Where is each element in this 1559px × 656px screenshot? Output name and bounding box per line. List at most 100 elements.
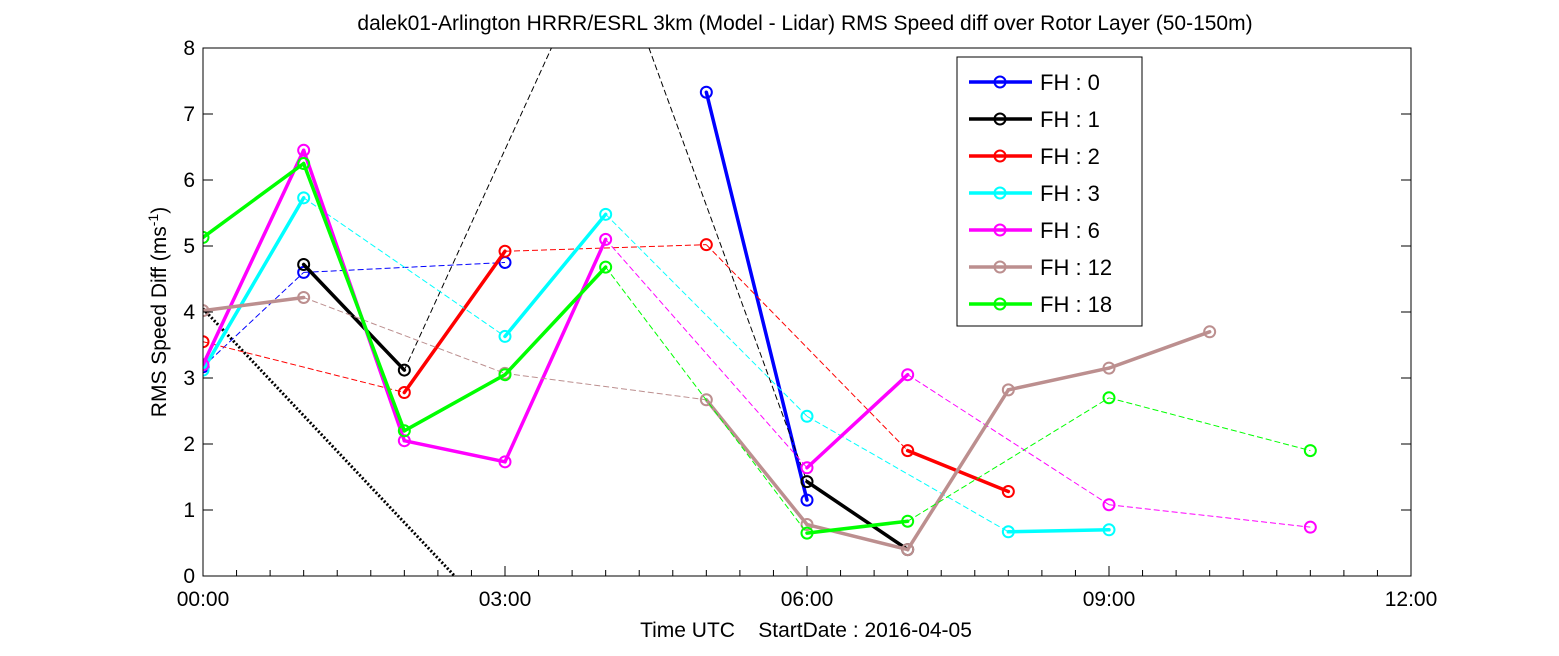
y-tick-label: 8	[183, 37, 195, 60]
x-axis-label: Time UTC StartDate : 2016-04-05	[640, 619, 972, 642]
legend-marker	[993, 260, 1007, 274]
series-marker	[1203, 325, 1217, 339]
series-marker	[800, 493, 814, 507]
series-marker	[699, 85, 713, 99]
series-marker	[1303, 520, 1317, 534]
series-5	[203, 290, 1217, 557]
legend-label: FH : 6	[1040, 218, 1100, 243]
series-dashed-segment	[303, 197, 506, 337]
legend-label: FH : 1	[1040, 107, 1100, 132]
series-dashed-segment	[1108, 504, 1311, 528]
series-dashed-segment	[1108, 397, 1311, 452]
series-marker	[800, 526, 814, 540]
series-marker	[397, 363, 411, 377]
series-marker	[203, 358, 210, 372]
series-marker	[800, 518, 814, 532]
series-marker	[1102, 391, 1116, 405]
series-3	[203, 191, 1116, 539]
series-dashed-segment	[605, 239, 808, 469]
x-tick-label: 06:00	[781, 588, 834, 611]
series-solid-segment	[503, 212, 608, 339]
series-marker	[297, 191, 311, 205]
y-tick-label: 5	[183, 235, 195, 258]
x-tick-label: 09:00	[1083, 588, 1136, 611]
series-marker	[297, 257, 311, 271]
series-dashed-segment	[907, 374, 1110, 506]
series-dashed-segment	[605, 266, 808, 534]
x-tick-label: 12:00	[1385, 588, 1438, 611]
series-solid-segment	[301, 161, 407, 433]
series-marker	[498, 455, 512, 469]
series-marker	[203, 363, 210, 377]
series-marker	[699, 393, 713, 407]
series-marker	[1303, 444, 1317, 458]
series-marker	[203, 335, 210, 349]
series-6	[203, 157, 1317, 540]
series-marker	[297, 143, 311, 157]
series-marker	[599, 232, 613, 246]
dotted-reference-line	[203, 307, 456, 576]
series-solid-segment	[704, 398, 809, 527]
series-solid-segment	[203, 196, 306, 372]
legend-marker	[993, 149, 1007, 163]
series-solid-segment	[1006, 528, 1111, 534]
y-tick-label: 4	[183, 301, 195, 324]
series-marker	[901, 514, 915, 528]
series-solid-segment	[805, 519, 910, 535]
axes: 00:00 03:00 06:00 09:00 12:00 0 1 2 3 4 5 6 7 8	[177, 37, 1438, 611]
series-dashed-segment	[705, 244, 909, 451]
chart-title: dalek01-Arlington HRRR/ESRL 3km (Model -…	[357, 12, 1252, 35]
data-layer	[203, 48, 1317, 576]
series-marker	[800, 461, 814, 475]
y-tick-label: 2	[183, 433, 195, 456]
series-marker	[699, 238, 713, 252]
series-marker	[203, 230, 210, 244]
legend-label: FH : 18	[1040, 292, 1112, 317]
series-marker	[397, 434, 411, 448]
x-tick-label: 00:00	[177, 588, 230, 611]
legend-marker	[993, 186, 1007, 200]
series-dashed-segment	[648, 48, 808, 482]
series-marker	[1102, 361, 1116, 375]
series-marker	[800, 409, 814, 423]
series-solid-segment	[805, 522, 910, 552]
y-tick-label: 3	[183, 367, 195, 390]
series-marker	[1001, 383, 1015, 397]
series-dashed-segment	[403, 48, 552, 371]
y-axis-label-main: RMS Speed Diff (ms	[148, 226, 171, 417]
series-solid-segment	[301, 262, 407, 372]
legend: FH : 0 FH : 1 FH : 2 FH : 3 FH : 6 FH : 12 FH …	[956, 56, 1143, 327]
series-marker	[498, 368, 512, 382]
series-dashed-segment	[504, 372, 707, 401]
series-solid-segment	[203, 148, 306, 367]
x-tick-label: 03:00	[479, 588, 532, 611]
series-4	[203, 143, 1317, 534]
plot-area	[203, 48, 1317, 576]
legend-label: FH : 3	[1040, 181, 1100, 206]
series-dashed-segment	[605, 213, 808, 417]
series-marker	[203, 304, 210, 318]
series-dashed-segment	[203, 272, 305, 368]
y-tick-label: 6	[183, 169, 195, 192]
series-dashed-segment	[504, 244, 707, 252]
series-0	[203, 85, 814, 507]
series-solid-segment	[402, 372, 507, 433]
series-marker	[1001, 525, 1015, 539]
series-solid-segment	[1006, 366, 1111, 392]
series-marker	[901, 543, 915, 557]
legend-label: FH : 0	[1040, 70, 1100, 95]
y-tick-label: 1	[183, 499, 195, 522]
y-tick-label: 0	[183, 565, 195, 588]
series-marker	[297, 290, 311, 304]
series-solid-segment	[905, 388, 1011, 552]
y-axis-label-end: )	[148, 207, 171, 214]
series-marker	[297, 157, 311, 170]
series-marker	[397, 386, 411, 400]
series-solid-segment	[503, 237, 608, 464]
legend-marker	[993, 223, 1007, 237]
series-solid-segment	[805, 479, 910, 552]
series-marker	[397, 424, 411, 438]
series-solid-segment	[203, 295, 306, 313]
legend-label: FH : 2	[1040, 144, 1100, 169]
